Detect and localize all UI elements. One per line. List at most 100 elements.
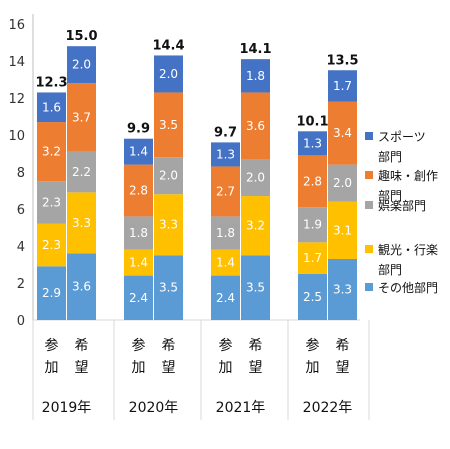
y-tick-label: 6	[17, 203, 25, 218]
bar-segment	[37, 223, 66, 267]
bar-segment	[67, 151, 96, 193]
bar-segment	[241, 196, 270, 256]
group-label: 2021年	[216, 400, 266, 416]
bar-segment	[154, 55, 183, 93]
bar-segment	[124, 249, 153, 276]
segment-value-label: 2.4	[129, 291, 148, 305]
bar-segment	[241, 159, 270, 197]
y-tick-label: 4	[17, 240, 25, 255]
segment-value-label: 3.5	[246, 281, 265, 295]
segment-value-label: 3.3	[333, 282, 352, 296]
bar-segment	[124, 275, 153, 320]
segment-value-label: 2.7	[216, 184, 235, 198]
bar-segment	[37, 181, 66, 224]
bar-segment	[124, 138, 153, 165]
segment-value-label: 2.5	[303, 290, 322, 304]
bar-segment	[124, 216, 153, 250]
bar-segment	[328, 70, 357, 102]
legend-entry-label: 部門	[378, 188, 402, 203]
bar-segment	[328, 201, 357, 259]
segment-value-label: 2.0	[246, 171, 265, 185]
bar-segment	[211, 166, 240, 217]
bar-segment	[298, 155, 327, 208]
bar-segment	[154, 255, 183, 320]
y-tick-label: 2	[17, 277, 25, 292]
bars: 2.9 2.3 2.3 3.2 1.6 12.3 3.6 3.3 2.2 3.7 2.0 15.0 2.…	[35, 29, 359, 320]
bar-segment	[154, 194, 183, 256]
segment-value-label: 3.2	[246, 219, 265, 233]
total-value-label: 14.4	[152, 38, 184, 53]
bar-category-label: 加	[306, 360, 320, 376]
segment-value-label: 1.4	[216, 256, 235, 270]
segment-value-label: 1.4	[129, 256, 148, 270]
segment-value-label: 2.0	[159, 169, 178, 183]
segment-value-label: 3.3	[159, 218, 178, 232]
segment-value-label: 3.5	[159, 118, 178, 132]
legend-swatch	[365, 132, 373, 140]
segment-value-label: 1.3	[216, 147, 235, 161]
segment-value-label: 1.7	[333, 79, 352, 93]
bar-segment	[154, 157, 183, 195]
legend-swatch	[365, 171, 373, 179]
y-tick-label: 10	[8, 129, 25, 144]
bar-segment	[328, 258, 357, 320]
bar-segment	[328, 101, 357, 165]
group-label: 2020年	[129, 400, 179, 416]
bar-segment	[241, 92, 270, 160]
bar-segment	[211, 142, 240, 167]
total-value-label: 9.9	[127, 122, 150, 137]
segment-value-label: 1.9	[303, 218, 322, 232]
bar-category-label: 望	[249, 360, 263, 376]
bar-category-label: 参	[219, 337, 233, 354]
group-label: 2019年	[42, 400, 92, 416]
bar-segment	[37, 122, 66, 182]
segment-value-label: 1.8	[129, 226, 148, 240]
segment-value-label: 2.0	[333, 176, 352, 190]
bar-category-label: 加	[219, 360, 233, 376]
total-value-label: 15.0	[65, 29, 97, 44]
bar-category-label: 望	[162, 360, 176, 376]
y-tick-label: 16	[8, 18, 25, 33]
legend-entry-label: 娯楽部門	[378, 198, 426, 213]
bar-category-label: 希	[75, 338, 89, 354]
bar-segment	[154, 92, 183, 158]
bar-segment	[37, 92, 66, 123]
bar-segment	[241, 255, 270, 320]
group-label: 2022年	[303, 400, 353, 416]
bar-segment	[211, 216, 240, 250]
bar-category-label: 加	[132, 360, 146, 376]
legend-entry-label: 観光・行楽	[378, 243, 438, 257]
segment-value-label: 2.0	[72, 58, 91, 72]
y-tick-label: 14	[8, 55, 25, 70]
segment-value-label: 3.6	[246, 119, 265, 133]
bar-segment	[241, 59, 270, 93]
bar-segment	[298, 242, 327, 274]
bar-category-label: 加	[45, 360, 59, 376]
bar-category-label: 希	[336, 338, 350, 354]
segment-value-label: 2.9	[42, 286, 61, 300]
legend-entry-label: その他部門	[378, 280, 438, 295]
segment-value-label: 1.3	[303, 136, 322, 150]
segment-value-label: 2.4	[216, 291, 235, 305]
segment-value-label: 3.4	[333, 126, 352, 140]
legend-swatch	[365, 201, 373, 209]
bar-segment	[124, 164, 153, 217]
bar-segment	[298, 207, 327, 243]
segment-value-label: 2.8	[303, 174, 322, 188]
legend-entry-label: スポーツ	[378, 130, 426, 144]
segment-value-label: 3.1	[333, 223, 352, 237]
segment-value-label: 2.8	[129, 184, 148, 198]
bar-segment	[328, 164, 357, 202]
bar-category-label: 望	[336, 360, 350, 376]
bar-segment	[298, 273, 327, 320]
segment-value-label: 2.2	[72, 165, 91, 179]
bar-segment	[67, 46, 96, 84]
legend-swatch	[365, 283, 373, 291]
segment-value-label: 1.7	[303, 251, 322, 265]
segment-value-label: 1.6	[42, 100, 61, 114]
legend-entry-label: 部門	[378, 149, 402, 164]
bar-segment	[67, 83, 96, 152]
bar-segment	[67, 192, 96, 254]
